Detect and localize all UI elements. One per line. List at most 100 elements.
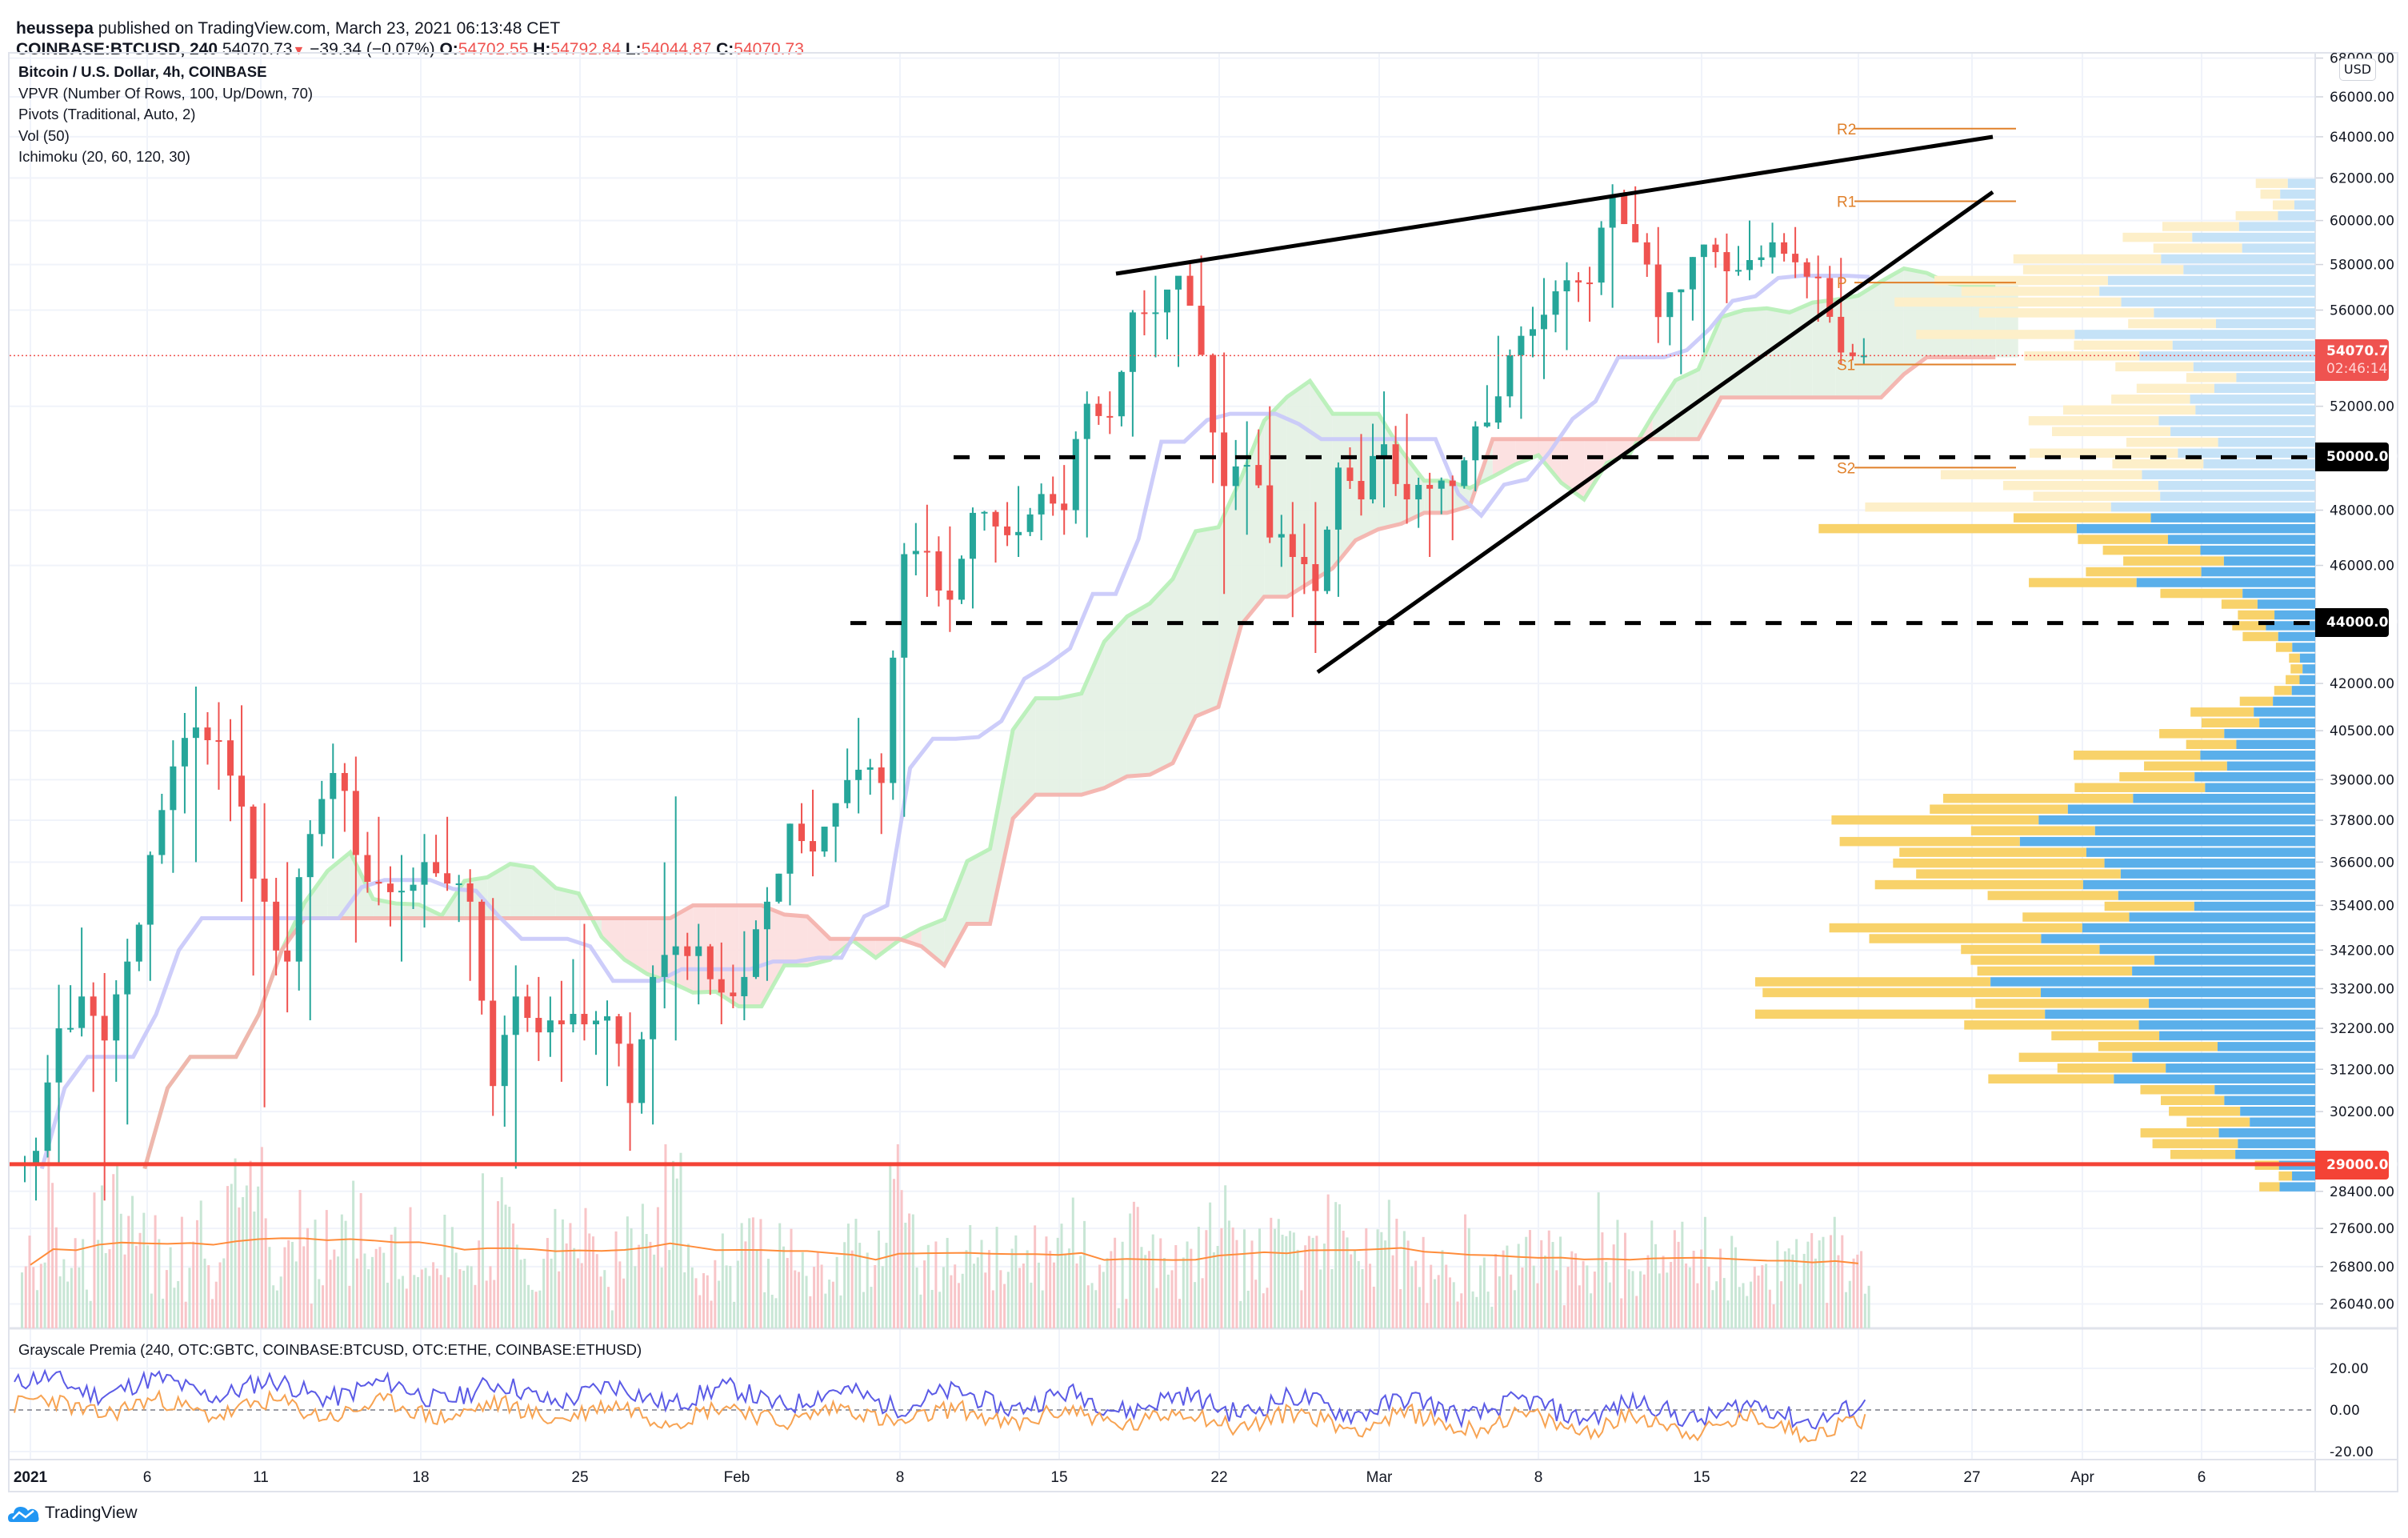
candle-body — [181, 738, 188, 767]
vpvr-row-up — [2238, 222, 2315, 231]
volume-bar — [1806, 1241, 1810, 1328]
volume-bar — [706, 1275, 709, 1328]
candle-body — [741, 976, 748, 996]
candle-body — [1186, 275, 1194, 306]
candle-body — [752, 929, 759, 977]
volume-bar — [656, 1207, 659, 1328]
tradingview-logo[interactable]: TradingView — [8, 1503, 138, 1524]
cloud-segment — [1675, 369, 1698, 439]
vpvr-row-down — [2062, 405, 2196, 415]
volume-bar — [1216, 1245, 1219, 1328]
price-tick-label: 52000.00 — [2330, 399, 2394, 415]
legend-volume[interactable]: Vol (50) — [18, 126, 70, 144]
vpvr-row-down — [2278, 1171, 2293, 1181]
vpvr-row-up — [2159, 1031, 2315, 1041]
vpvr-row-up — [2192, 232, 2315, 242]
volume-bar — [1795, 1239, 1798, 1328]
candle-body — [684, 946, 691, 956]
volume-bar — [497, 1201, 499, 1328]
legend-ichimoku[interactable]: Ichimoku (20, 60, 120, 30) — [18, 148, 190, 165]
candle-body — [352, 791, 359, 855]
volume-bar — [1863, 1293, 1866, 1328]
candle-body — [1860, 355, 1867, 358]
currency-label[interactable]: USD — [2339, 58, 2376, 81]
candle-body — [1152, 312, 1159, 314]
candle-body — [1758, 257, 1765, 260]
volume-bar — [1311, 1237, 1314, 1328]
volume-bar — [474, 1284, 477, 1328]
volume-bar — [1498, 1276, 1501, 1328]
candle-body — [672, 946, 679, 955]
volume-bar — [1387, 1200, 1390, 1328]
volume-bar — [1452, 1282, 1455, 1328]
volume-bar — [595, 1254, 598, 1328]
volume-bar — [1342, 1231, 1345, 1328]
candles — [22, 184, 1867, 1201]
vpvr-row-down — [1899, 847, 2086, 857]
cloud-segment — [1721, 310, 1744, 398]
volume-bar — [1365, 1228, 1368, 1328]
down-triangle-icon: ▼ — [292, 44, 306, 58]
volume-bar — [763, 1292, 766, 1328]
publisher-name[interactable]: heussepa — [16, 19, 94, 38]
premia-pane-title[interactable]: Grayscale Premia (240, OTC:GBTC, COINBAS… — [18, 1341, 642, 1358]
volume-bar — [1422, 1236, 1425, 1328]
volume-bar — [782, 1246, 785, 1328]
vpvr-row-down — [1942, 793, 2134, 803]
volume-bar — [1703, 1216, 1706, 1328]
cloud-segment — [966, 848, 990, 924]
volume-bar — [1090, 1283, 1094, 1328]
vpvr-row-up — [2041, 987, 2315, 998]
volume-bar — [1003, 1284, 1006, 1328]
volume-bar — [850, 1250, 854, 1328]
volume-bar — [527, 1284, 530, 1328]
candle-body — [44, 1082, 51, 1151]
vpvr-row-up — [2183, 265, 2315, 274]
pivot-label-r1: R1 — [1837, 194, 1856, 210]
vpvr-row-up — [2235, 1149, 2315, 1160]
vpvr-row-down — [1977, 966, 2133, 976]
volume-bar — [1494, 1254, 1498, 1328]
legend-pivots[interactable]: Pivots (Traditional, Auto, 2) — [18, 106, 196, 122]
volume-bar — [344, 1220, 347, 1328]
vpvr-row-up — [2214, 383, 2315, 394]
volume-bar — [634, 1266, 637, 1328]
vpvr-row-down — [1970, 955, 2155, 965]
volume-bar — [78, 1267, 81, 1328]
vpvr-row-down — [2275, 643, 2293, 652]
volume-bar — [1182, 1257, 1185, 1328]
candle-body — [1289, 534, 1296, 558]
volume-bar — [1570, 1251, 1574, 1328]
candle-body — [650, 976, 657, 1039]
volume-bar — [1186, 1241, 1189, 1328]
volume-bar — [322, 1285, 325, 1328]
open-label: O: — [439, 40, 458, 58]
volume-bar — [1110, 1251, 1113, 1328]
volume-bar — [961, 1273, 964, 1328]
candle-body — [1221, 432, 1228, 487]
candle-body — [341, 773, 348, 791]
legend-vpvr[interactable]: VPVR (Number Of Rows, 100, Up/Down, 70) — [18, 84, 314, 102]
time-label: 25 — [571, 1469, 588, 1486]
volume-bar — [645, 1234, 648, 1328]
volume-bar — [287, 1240, 290, 1328]
cloud-segment — [1150, 579, 1173, 775]
price-tick-label: 34200.00 — [2330, 943, 2394, 959]
vpvr-row-down — [2002, 480, 2158, 491]
candle-body — [1563, 280, 1570, 292]
candle-body — [364, 855, 371, 883]
candle-body — [1529, 329, 1536, 336]
volume-bar — [150, 1293, 153, 1328]
vpvr-row-up — [2190, 395, 2315, 404]
ethe-premia-line — [14, 1389, 1866, 1444]
legend-title[interactable]: Bitcoin / U.S. Dollar, 4h, COINBASE — [18, 63, 267, 80]
volume-bar — [435, 1268, 438, 1328]
vpvr-row-up — [2292, 1171, 2315, 1181]
volume-bar — [253, 1212, 256, 1328]
volume-bar — [1555, 1270, 1558, 1328]
vpvr-row-up — [2139, 351, 2315, 361]
vpvr-row-down — [2259, 1182, 2280, 1192]
volume-bar — [1292, 1232, 1295, 1328]
candle-body — [935, 551, 942, 591]
